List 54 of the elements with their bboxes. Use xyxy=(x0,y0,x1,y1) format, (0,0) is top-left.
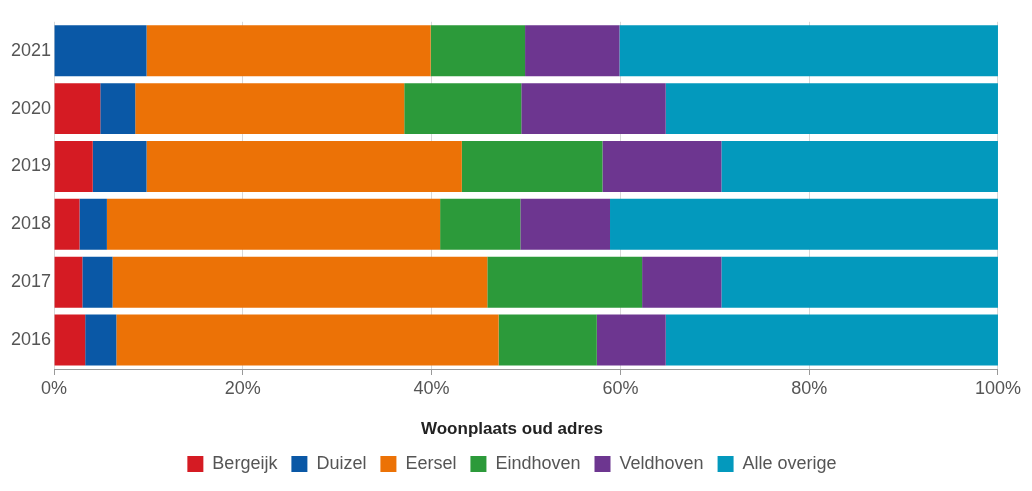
bar xyxy=(146,141,462,192)
bar xyxy=(610,198,998,250)
bar xyxy=(596,314,666,366)
x-tick-label: 100% xyxy=(974,377,1021,398)
x-tick-label: 0% xyxy=(41,377,68,398)
bar xyxy=(85,314,117,366)
bar xyxy=(54,83,101,135)
bar xyxy=(498,314,597,366)
bar xyxy=(520,198,611,250)
bar xyxy=(461,141,603,192)
bar xyxy=(106,198,441,250)
bar xyxy=(54,141,93,192)
bar xyxy=(721,256,998,308)
bar xyxy=(521,83,666,135)
bar xyxy=(79,198,107,250)
legend-label: Bergeijk xyxy=(212,452,279,473)
legend-label: Alle overige xyxy=(742,452,837,473)
bar xyxy=(92,141,147,192)
y-tick-label: 2017 xyxy=(11,271,52,292)
bar xyxy=(54,198,80,250)
y-tick-label: 2016 xyxy=(11,329,52,350)
y-tick-label: 2020 xyxy=(11,97,52,118)
bar xyxy=(404,83,522,135)
legend-label: Eersel xyxy=(405,452,457,473)
bar xyxy=(721,141,998,192)
x-tick-label: 80% xyxy=(791,377,828,398)
legend-label: Veldhoven xyxy=(619,452,704,473)
legend-title: Woonplaats oud adres xyxy=(421,418,603,438)
bar xyxy=(100,83,136,135)
x-tick-label: 20% xyxy=(224,377,261,398)
y-tick-label: 2018 xyxy=(11,213,52,234)
bar xyxy=(602,141,722,192)
bar xyxy=(54,314,86,366)
bar xyxy=(135,83,405,135)
bar xyxy=(487,256,643,308)
bar xyxy=(642,256,722,308)
bar xyxy=(54,25,147,77)
x-tick-label: 40% xyxy=(413,377,450,398)
bar xyxy=(54,256,83,308)
legend-label: Eindhoven xyxy=(495,452,581,473)
bar xyxy=(112,256,488,308)
bar xyxy=(440,198,521,250)
bar xyxy=(82,256,113,308)
legend-label: Duizel xyxy=(316,452,367,473)
bar xyxy=(116,314,499,366)
y-tick-label: 2019 xyxy=(11,155,52,176)
bar xyxy=(146,25,431,77)
x-tick-label: 60% xyxy=(602,377,639,398)
bar xyxy=(430,25,526,77)
y-tick-label: 2021 xyxy=(11,39,52,60)
bar xyxy=(665,83,998,135)
bar xyxy=(619,25,998,77)
bar xyxy=(665,314,998,366)
bar xyxy=(525,25,620,77)
